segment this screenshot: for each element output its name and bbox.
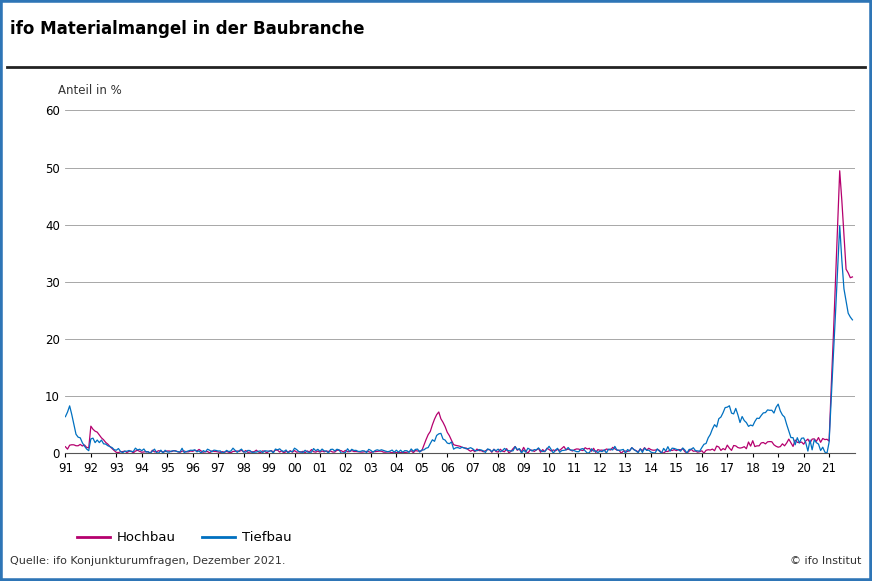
Legend: Hochbau, Tiefbau: Hochbau, Tiefbau [72, 526, 296, 550]
Text: Anteil in %: Anteil in % [58, 84, 121, 96]
Text: ifo Materialmangel in der Baubranche: ifo Materialmangel in der Baubranche [10, 20, 365, 38]
Text: © ifo Institut: © ifo Institut [790, 557, 862, 566]
Text: Quelle: ifo Konjunkturumfragen, Dezember 2021.: Quelle: ifo Konjunkturumfragen, Dezember… [10, 557, 286, 566]
